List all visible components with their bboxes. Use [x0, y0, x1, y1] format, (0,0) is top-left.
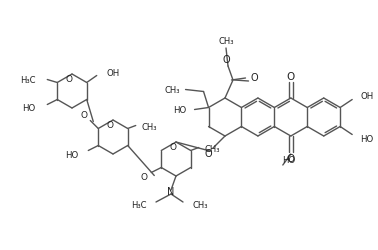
Text: O: O	[251, 73, 259, 83]
Text: H₃C: H₃C	[132, 201, 147, 210]
Text: O: O	[287, 154, 295, 163]
Text: O: O	[287, 72, 295, 82]
Text: O: O	[106, 120, 113, 129]
Text: O: O	[141, 172, 148, 181]
Text: H₃C: H₃C	[20, 76, 35, 85]
Text: O: O	[81, 110, 88, 120]
Text: CH₃: CH₃	[165, 86, 180, 94]
Text: O: O	[169, 142, 176, 151]
Text: N: N	[167, 186, 175, 196]
Text: HO: HO	[22, 104, 35, 112]
Text: O: O	[204, 148, 212, 158]
Text: CH₃: CH₃	[142, 122, 157, 132]
Text: HO: HO	[360, 134, 373, 143]
Text: CH₃: CH₃	[218, 37, 234, 46]
Text: CH₃: CH₃	[205, 144, 220, 154]
Text: O: O	[65, 74, 72, 84]
Text: CH₃: CH₃	[193, 201, 209, 210]
Text: OH: OH	[360, 92, 373, 100]
Text: O: O	[222, 55, 230, 65]
Text: HO: HO	[173, 106, 187, 114]
Text: OH: OH	[107, 69, 120, 78]
Text: HO: HO	[282, 156, 296, 165]
Text: HO: HO	[65, 150, 78, 159]
